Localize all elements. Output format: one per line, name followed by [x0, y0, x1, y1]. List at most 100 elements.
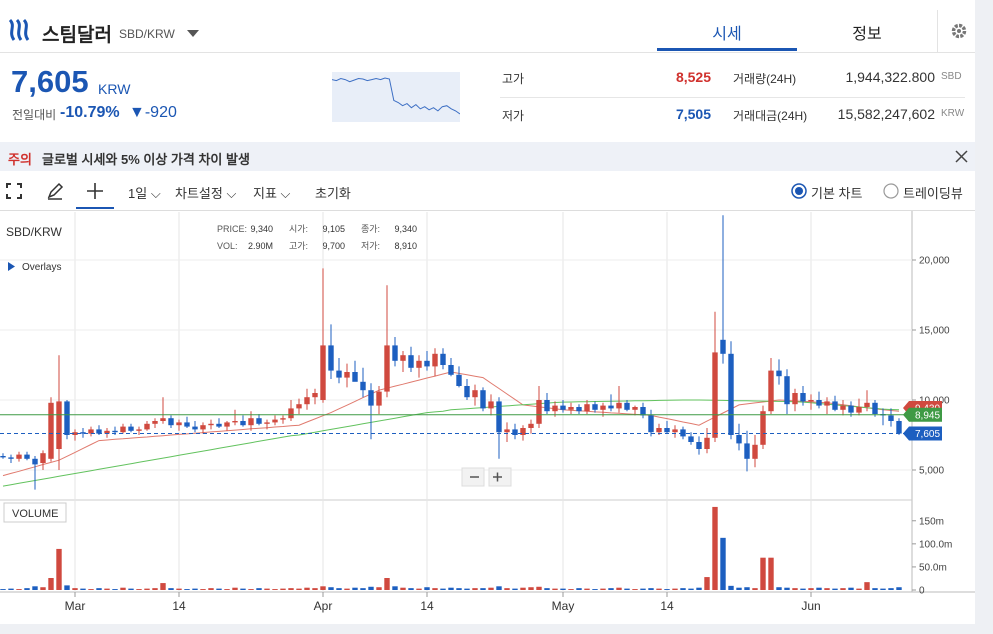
- volume-bar: [288, 588, 294, 590]
- candle-body: [568, 407, 574, 410]
- price-tag: [903, 407, 942, 422]
- volume-bar: [216, 588, 222, 590]
- tab-active[interactable]: 시세: [712, 26, 742, 43]
- volume-bar: [576, 588, 582, 590]
- stat-label: 거래량(24H): [733, 72, 797, 86]
- volume-bar: [24, 588, 30, 590]
- crosshair-icon[interactable]: [86, 182, 104, 200]
- volume-bar: [640, 588, 646, 590]
- volume-bar: [160, 583, 166, 590]
- volume-bar: [208, 588, 214, 590]
- reset[interactable]: 초기화: [315, 186, 351, 201]
- volume-bar: [464, 588, 470, 590]
- candle-body: [512, 429, 518, 435]
- radio[interactable]: [883, 183, 899, 199]
- sparkline-bg: [332, 72, 460, 122]
- candle-body: [168, 418, 174, 426]
- candle-body: [768, 370, 774, 412]
- volume-bar: [776, 587, 782, 590]
- candle-body: [400, 355, 406, 361]
- chart-settings[interactable]: 차트설정 ⌵: [175, 186, 237, 201]
- info-value: 9,340: [394, 224, 417, 234]
- candle-body: [72, 432, 78, 435]
- candle-body: [440, 353, 446, 366]
- candle-body: [432, 353, 438, 367]
- radio-selected[interactable]: [791, 183, 807, 199]
- volume-tick-label: 100.0m: [919, 539, 952, 550]
- volume-tick-label: 0: [919, 586, 925, 597]
- candle-body: [720, 339, 726, 354]
- candle-body: [104, 430, 110, 434]
- volume-bar: [56, 548, 62, 590]
- candle-body: [696, 441, 702, 449]
- overlay-caret[interactable]: [8, 262, 15, 271]
- interval-select[interactable]: 1일 ⌵: [128, 186, 161, 201]
- info-value: 8,910: [394, 241, 417, 251]
- mode-option[interactable]: 트레이딩뷰: [903, 186, 963, 201]
- candle-body: [872, 402, 878, 415]
- candle-body: [88, 429, 94, 434]
- mode-option[interactable]: 기본 차트: [811, 186, 863, 201]
- y-tick-label: 15,000: [919, 326, 950, 337]
- volume-bar: [736, 587, 742, 590]
- volume-bar: [568, 589, 574, 590]
- coin-name: 스팀달러: [42, 25, 112, 46]
- volume-bar: [624, 588, 630, 590]
- candle-body: [776, 370, 782, 377]
- volume-bar: [824, 588, 830, 590]
- volume-bar: [392, 586, 398, 590]
- volume-bar: [424, 587, 430, 590]
- candle-body: [840, 405, 846, 410]
- volume-bar: [504, 588, 510, 590]
- candle-body: [536, 400, 542, 424]
- volume-bar: [712, 506, 718, 590]
- candle-body: [472, 390, 478, 398]
- chart-toolbar: 1일 ⌵ 차트설정 ⌵ 지표 ⌵ 초기화 기본 차트 트레이딩뷰: [0, 171, 975, 211]
- candle-body: [448, 365, 454, 375]
- candle-body: [488, 401, 494, 409]
- fullscreen-icon[interactable]: [6, 183, 22, 199]
- x-tick-label: 14: [172, 599, 186, 613]
- candle-body: [384, 345, 390, 392]
- volume-bar: [152, 588, 158, 590]
- price-tag-label: 8,945: [915, 410, 940, 421]
- candle-body: [248, 418, 254, 426]
- candle-body: [816, 400, 822, 406]
- candle-body: [576, 407, 582, 412]
- notice-close[interactable]: [955, 150, 968, 163]
- volume-bar: [896, 587, 902, 590]
- volume-bar: [888, 588, 894, 590]
- candle-body: [112, 430, 118, 433]
- candle-body: [592, 404, 598, 410]
- candle-body: [80, 432, 86, 434]
- candle-body: [176, 422, 182, 426]
- x-tick-label: 14: [420, 599, 434, 613]
- volume-bar: [64, 585, 70, 590]
- x-tick-label: Apr: [314, 599, 333, 613]
- volume-bar: [880, 588, 886, 590]
- stat-label: 고가: [502, 72, 525, 86]
- candle-body: [208, 423, 214, 426]
- settings-button[interactable]: [937, 10, 976, 52]
- stat-value: 15,582,247,602: [837, 106, 935, 122]
- draw-icon[interactable]: [46, 182, 64, 200]
- volume-bar: [688, 588, 694, 590]
- volume-bar: [344, 588, 350, 590]
- overlays-toggle[interactable]: Overlays: [22, 262, 61, 273]
- indicators[interactable]: 지표 ⌵: [253, 186, 291, 201]
- candle-body: [728, 353, 734, 435]
- candle-body: [288, 408, 294, 419]
- candle-body: [152, 421, 158, 424]
- volume-bar: [784, 587, 790, 590]
- candle-body: [848, 405, 854, 413]
- candle-body: [192, 426, 198, 430]
- volume-bar: [240, 588, 246, 590]
- candle-body: [680, 429, 686, 437]
- dropdown-caret[interactable]: [186, 28, 200, 38]
- volume-bar: [432, 588, 438, 590]
- change-rate: -10.79%: [60, 104, 120, 121]
- x-tick-label: 14: [660, 599, 674, 613]
- volume-bar: [336, 588, 342, 590]
- tab[interactable]: 정보: [852, 26, 882, 43]
